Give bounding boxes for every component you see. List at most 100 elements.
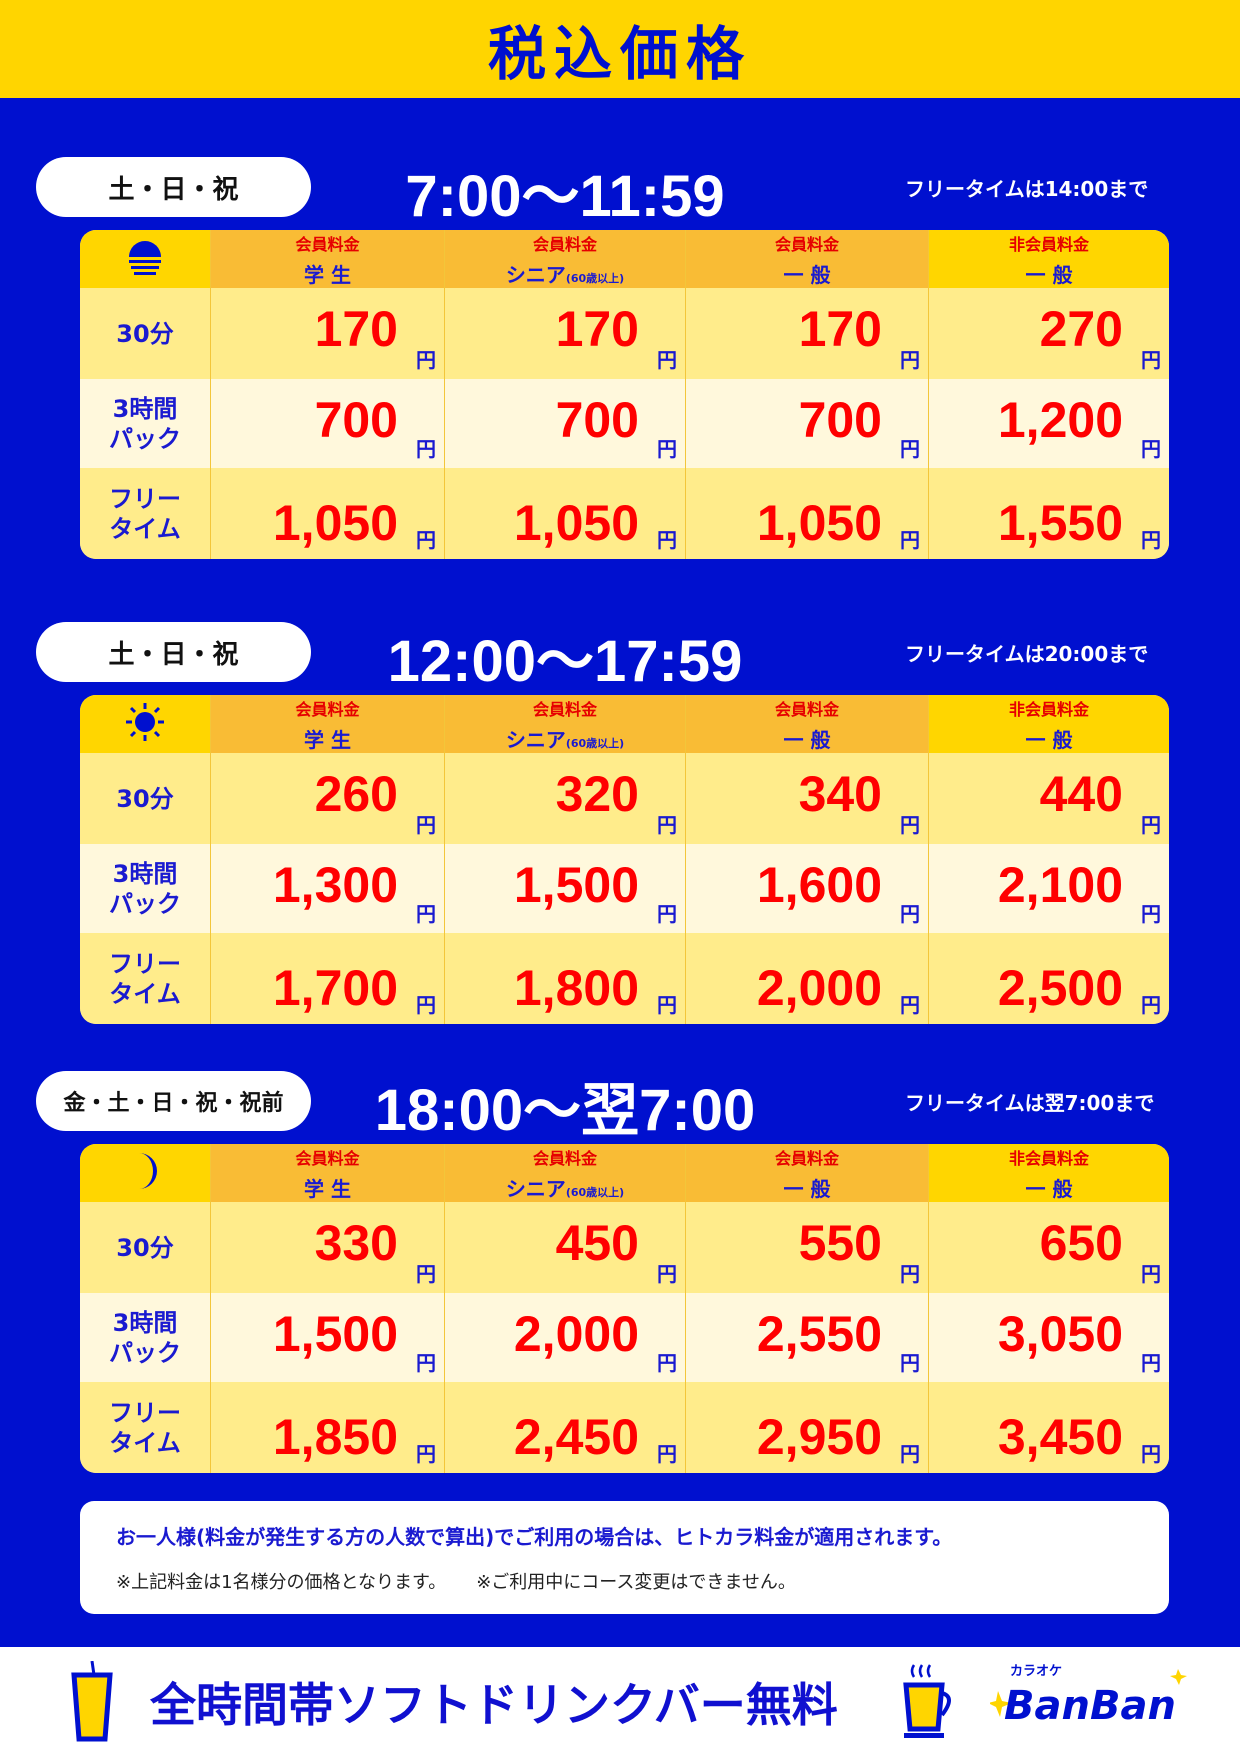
column-header-top: 非会員料金 xyxy=(1008,699,1089,719)
yen-unit: 円 xyxy=(657,528,677,552)
table-row: 30分 170 円 170 円 170 円 270 円 xyxy=(80,288,1169,379)
row-label: フリー タイム xyxy=(109,1398,181,1457)
column-header-top: 会員料金 xyxy=(295,234,360,254)
price-cell: 2,450 円 xyxy=(444,1382,685,1473)
table-row: フリー タイム 1,850 円 2,450 円 2,950 円 3,450 円 xyxy=(80,1382,1169,1473)
column-header: 会員料金学 生 xyxy=(210,230,444,288)
column-header-bottom: 一 般 xyxy=(1025,727,1073,752)
price-cell: 1,550 円 xyxy=(928,468,1169,559)
row-label: 30分 xyxy=(116,784,174,813)
row-label: 3時間 パック xyxy=(109,859,181,918)
yen-unit: 円 xyxy=(416,813,436,837)
yen-unit: 円 xyxy=(657,348,677,372)
price-cell: 440 円 xyxy=(928,753,1169,844)
price-value: 330 xyxy=(314,1215,398,1271)
price-cell: 1,700 円 xyxy=(210,933,444,1024)
price-value: 3,450 xyxy=(997,1409,1123,1465)
coffee-cup-icon xyxy=(903,1664,951,1738)
yen-unit: 円 xyxy=(1141,348,1161,372)
price-cell: 450 円 xyxy=(444,1202,685,1293)
column-header: 非会員料金一 般 xyxy=(928,230,1169,288)
column-header: 会員料金 シニア(60歳以上) xyxy=(444,230,685,288)
freetime-note: フリータイムは翌7:00まで xyxy=(905,1091,1155,1115)
table-row: 3時間 パック 700 円 700 円 700 円 1,200 円 xyxy=(80,379,1169,468)
column-header-bottom: 学 生 xyxy=(304,727,351,752)
days-pill: 土・日・祝 xyxy=(36,622,311,682)
column-header-top: 非会員料金 xyxy=(1008,1148,1089,1168)
yen-unit: 円 xyxy=(1141,1351,1161,1375)
yen-unit: 円 xyxy=(416,1442,436,1466)
column-header-bottom: 一 般 xyxy=(783,262,831,287)
yen-unit: 円 xyxy=(416,528,436,552)
price-table: 会員料金学 生会員料金 シニア(60歳以上) 会員料金一 般非会員料金一 般 30分 3… xyxy=(80,1144,1169,1473)
price-cell: 2,000 円 xyxy=(685,933,928,1024)
column-header-bottom: 一 般 xyxy=(1025,262,1073,287)
freetime-note: フリータイムは20:00まで xyxy=(905,642,1149,666)
price-value: 170 xyxy=(555,301,639,357)
price-cell: 2,100 円 xyxy=(928,844,1169,933)
price-cell: 1,200 円 xyxy=(928,379,1169,468)
price-cell: 260 円 xyxy=(210,753,444,844)
column-header: 非会員料金一 般 xyxy=(928,695,1169,753)
yen-unit: 円 xyxy=(1141,437,1161,461)
price-cell: 1,050 円 xyxy=(444,468,685,559)
price-value: 1,500 xyxy=(513,857,639,913)
column-header-bottom: シニア xyxy=(505,262,566,287)
price-value: 2,000 xyxy=(756,960,882,1016)
price-value: 2,550 xyxy=(756,1306,882,1362)
price-cell: 1,600 円 xyxy=(685,844,928,933)
time-range: 18:00〜翌7:00 xyxy=(374,1078,756,1143)
sunrise-icon xyxy=(125,239,165,279)
yen-unit: 円 xyxy=(657,1351,677,1375)
column-header: 会員料金 シニア(60歳以上) xyxy=(444,695,685,753)
sun-icon xyxy=(125,702,165,746)
notes-sub1: ※上記料金は1名様分の価格となります。 xyxy=(116,1572,447,1593)
yen-unit: 円 xyxy=(416,1351,436,1375)
price-cell: 170 円 xyxy=(210,288,444,379)
moon-icon xyxy=(127,1151,163,1195)
column-header-bottom: 学 生 xyxy=(304,1176,351,1201)
column-header-top: 会員料金 xyxy=(295,1148,360,1168)
price-value: 1,850 xyxy=(272,1409,398,1465)
price-value: 700 xyxy=(555,392,639,448)
price-cell: 1,050 円 xyxy=(210,468,444,559)
yen-unit: 円 xyxy=(416,902,436,926)
price-cell: 2,950 円 xyxy=(685,1382,928,1473)
row-label: 3時間 パック xyxy=(109,394,181,453)
price-value: 1,050 xyxy=(513,495,639,551)
days-pill: 金・土・日・祝・祝前 xyxy=(36,1071,311,1131)
table-row: 3時間 パック 1,500 円 2,000 円 2,550 円 3,050 円 xyxy=(80,1293,1169,1382)
price-value: 1,200 xyxy=(997,392,1123,448)
price-value: 260 xyxy=(314,766,398,822)
price-value: 1,050 xyxy=(756,495,882,551)
price-value: 2,950 xyxy=(756,1409,882,1465)
yen-unit: 円 xyxy=(657,813,677,837)
column-header-top: 会員料金 xyxy=(774,234,839,254)
price-cell: 170 円 xyxy=(685,288,928,379)
price-value: 1,700 xyxy=(272,960,398,1016)
column-header-top: 会員料金 xyxy=(774,699,839,719)
yen-unit: 円 xyxy=(657,1442,677,1466)
price-value: 320 xyxy=(555,766,639,822)
price-cell: 170 円 xyxy=(444,288,685,379)
footer: 全時間帯ソフトドリンクバー無料 カラオケ BanBan xyxy=(0,1647,1240,1754)
price-cell: 2,500 円 xyxy=(928,933,1169,1024)
price-cell: 1,500 円 xyxy=(210,1293,444,1382)
time-range: 12:00〜17:59 xyxy=(387,629,743,694)
yen-unit: 円 xyxy=(900,1351,920,1375)
price-cell: 1,850 円 xyxy=(210,1382,444,1473)
price-value: 450 xyxy=(555,1215,639,1271)
column-header-top: 会員料金 xyxy=(532,234,597,254)
table-row: フリー タイム 1,050 円 1,050 円 1,050 円 1,550 円 xyxy=(80,468,1169,559)
footer-text: 全時間帯ソフトドリンクバー無料 xyxy=(150,1678,838,1732)
header-row: 会員料金学 生会員料金 シニア(60歳以上) 会員料金一 般非会員料金一 般 xyxy=(80,695,1169,753)
logo-small-text: カラオケ xyxy=(1010,1664,1062,1679)
notes-main: お一人様(料金が発生する方の人数で算出)でご利用の場合は、ヒトカラ料金が適用され… xyxy=(116,1525,953,1549)
price-value: 700 xyxy=(798,392,882,448)
logo-text: BanBan xyxy=(1004,1683,1176,1729)
yen-unit: 円 xyxy=(416,1262,436,1286)
column-header: 会員料金一 般 xyxy=(685,695,928,753)
yen-unit: 円 xyxy=(657,437,677,461)
price-value: 1,600 xyxy=(756,857,882,913)
price-value: 3,050 xyxy=(997,1306,1123,1362)
